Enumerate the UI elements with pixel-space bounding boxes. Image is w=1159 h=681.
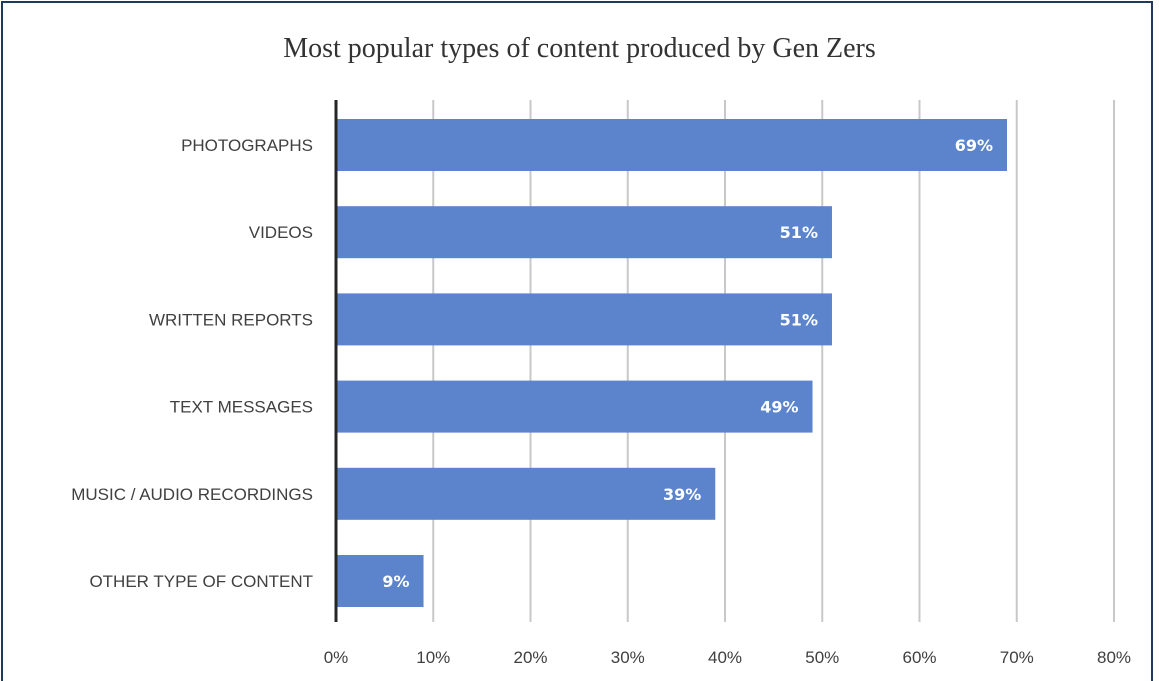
bar bbox=[336, 206, 832, 259]
category-label: TEXT MESSAGES bbox=[170, 398, 313, 417]
x-tick-label: 70% bbox=[1000, 648, 1034, 667]
category-label: PHOTOGRAPHS bbox=[181, 136, 313, 155]
bar bbox=[336, 380, 813, 433]
x-tick-label: 20% bbox=[513, 648, 547, 667]
data-label: 51% bbox=[780, 310, 818, 329]
category-label: VIDEOS bbox=[249, 223, 313, 242]
chart-title: Most popular types of content produced b… bbox=[283, 33, 876, 64]
bar bbox=[336, 467, 716, 520]
category-labels: PHOTOGRAPHS VIDEOS WRITTEN REPORTS TEXT MES… bbox=[71, 136, 313, 591]
x-tick-label: 0% bbox=[324, 648, 349, 667]
bar bbox=[336, 119, 1008, 171]
data-label: 49% bbox=[760, 398, 798, 417]
data-label: 69% bbox=[955, 136, 993, 155]
bars: 69% 51% 51% 49% 39% 9% bbox=[336, 119, 1008, 607]
data-label: 9% bbox=[382, 572, 409, 591]
x-tick-label: 40% bbox=[708, 648, 742, 667]
category-label: WRITTEN REPORTS bbox=[149, 310, 313, 329]
x-tick-label: 80% bbox=[1097, 648, 1131, 667]
category-label: OTHER TYPE OF CONTENT bbox=[89, 572, 313, 591]
data-label: 51% bbox=[780, 223, 818, 242]
data-label: 39% bbox=[663, 485, 701, 504]
bar bbox=[336, 555, 424, 607]
x-tick-label: 10% bbox=[416, 648, 450, 667]
gridlines bbox=[432, 100, 1115, 622]
x-tick-label: 60% bbox=[902, 648, 936, 667]
x-tick-label: 30% bbox=[611, 648, 645, 667]
x-tick-label: 50% bbox=[805, 648, 839, 667]
category-label: MUSIC / AUDIO RECORDINGS bbox=[71, 485, 313, 504]
x-tick-labels: 0% 10% 20% 30% 40% 50% 60% 70% 80% bbox=[324, 648, 1131, 667]
bar bbox=[336, 293, 832, 346]
